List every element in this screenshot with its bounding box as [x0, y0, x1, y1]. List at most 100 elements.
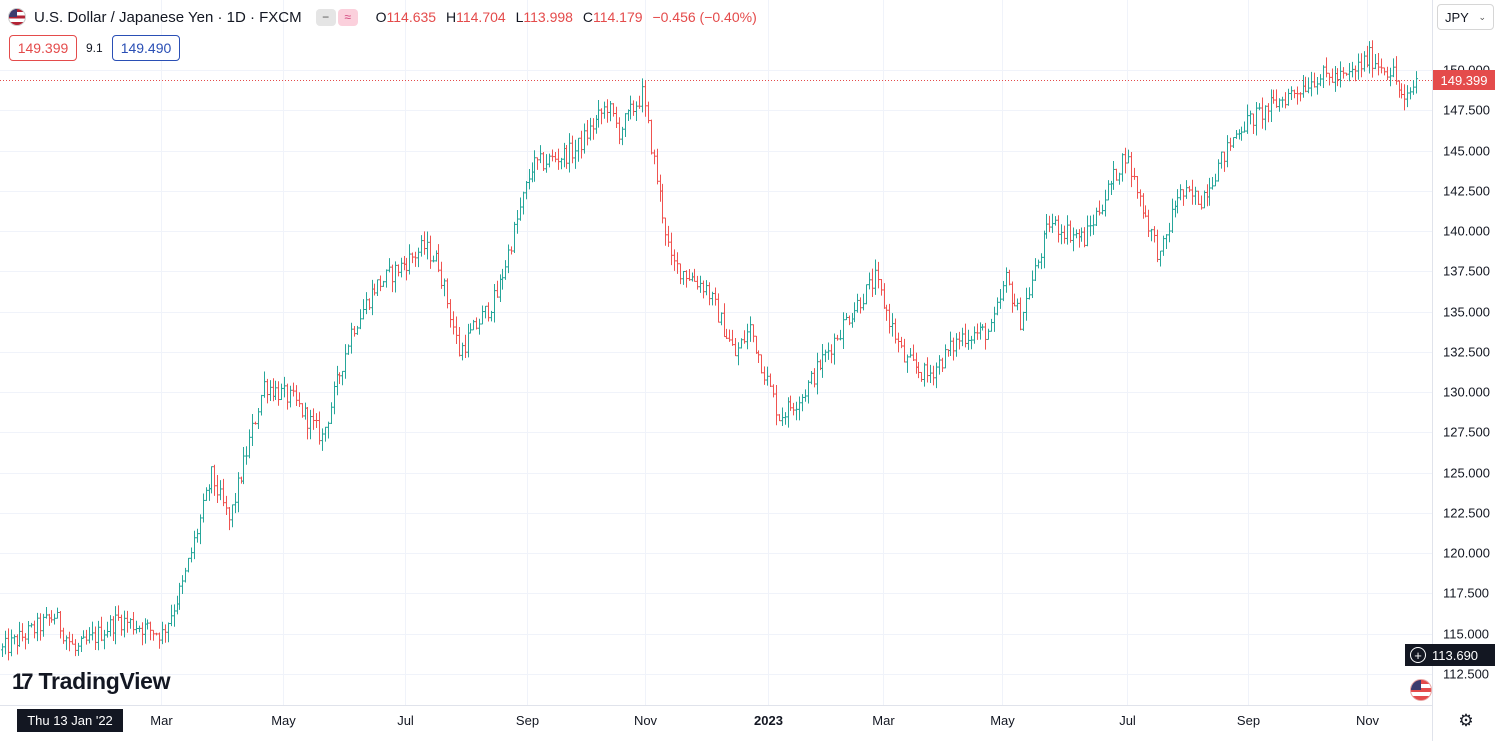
ohlc-bar	[973, 326, 976, 344]
ohlc-bar	[7, 628, 10, 661]
ohlc-bar	[464, 334, 467, 359]
ohlc-bar	[368, 298, 371, 310]
currency-selector[interactable]: JPY ⌄	[1437, 4, 1494, 30]
ohlc-bar	[827, 342, 830, 360]
ohlc-bar	[178, 582, 181, 610]
ohlc-bar	[676, 252, 679, 274]
ohlc-bar	[146, 619, 149, 630]
ohlc-bar	[82, 630, 85, 639]
ohlc-bar	[970, 335, 973, 350]
ohlc-bar	[1403, 84, 1406, 111]
ohlc-bar	[231, 504, 234, 528]
ohlc-bar	[1066, 215, 1069, 245]
ohlc-bar	[216, 475, 219, 503]
ohlc-bar	[557, 148, 560, 170]
ohlc-bar	[749, 316, 752, 342]
ohlc-bar	[242, 447, 245, 485]
ohlc-bar	[1037, 259, 1040, 269]
ohlc-bar	[298, 392, 301, 407]
ohlc-bar	[757, 350, 760, 364]
ohlc-bar	[324, 426, 327, 442]
ohlc-bar	[341, 370, 344, 386]
time-tick-label: Jul	[397, 713, 414, 728]
time-tick-label: Nov	[634, 713, 658, 728]
price-tick-label: 112.500	[1443, 667, 1489, 682]
ohlc-bar	[917, 362, 920, 379]
ohlc-bar	[821, 343, 824, 378]
spread-value: 9.1	[86, 41, 103, 55]
ohlc-bar	[187, 557, 190, 573]
ohlc-bar	[257, 407, 260, 430]
ohlc-bar	[539, 145, 542, 164]
ohlc-bar	[45, 607, 48, 619]
low-value: 113.998	[523, 9, 573, 25]
price-tick-label: 135.000	[1443, 305, 1490, 320]
ohlc-bar	[981, 324, 984, 331]
ohlc-bar	[423, 231, 426, 255]
ohlc-bar	[932, 365, 935, 386]
ohlc-bar	[752, 324, 755, 343]
ohlc-bar	[1162, 235, 1165, 256]
ohlc-bar	[1130, 152, 1133, 188]
ohlc-bar	[1313, 72, 1316, 88]
ohlc-bar	[138, 625, 141, 633]
ohlc-bar	[272, 378, 275, 402]
ohlc-bar	[627, 109, 630, 121]
ohlc-bar	[685, 270, 688, 288]
ohlc-bar	[615, 106, 618, 128]
open-value: 114.635	[386, 9, 437, 25]
add-alert-icon[interactable]: +	[1410, 647, 1426, 663]
compare-pill-icon[interactable]: ≈	[337, 8, 358, 26]
ohlc-bar	[804, 389, 807, 402]
ohlc-bar	[327, 421, 330, 439]
ohlc-bar	[862, 293, 865, 311]
ohlc-bar	[775, 385, 778, 426]
ohlc-bar	[13, 634, 16, 645]
sell-price-button[interactable]: 149.399	[9, 35, 77, 61]
ohlc-bar	[880, 278, 883, 296]
ohlc-bar	[1354, 65, 1357, 82]
ohlc-bar	[664, 217, 667, 246]
ohlc-bar	[219, 480, 222, 501]
buy-price-button[interactable]: 149.490	[112, 35, 180, 61]
tradingview-logo[interactable]: 17 TradingView	[12, 668, 171, 695]
ohlc-bar	[373, 283, 376, 296]
ohlc-bar	[1328, 72, 1331, 86]
ohlc-bar	[929, 364, 932, 384]
ohlc-bar	[848, 315, 851, 326]
ohlc-bar	[158, 632, 161, 649]
price-axis-labels: 112.500 115.000 117.500 120.000 122.500 125.0…	[1443, 63, 1490, 682]
settings-gear-icon[interactable]: ⚙	[1458, 711, 1474, 730]
ohlc-bar	[1040, 253, 1043, 270]
ohlc-bar	[1310, 71, 1313, 97]
ohlc-bar	[1278, 98, 1281, 112]
ohlc-bar	[1107, 180, 1110, 201]
us-events-flag-icon[interactable]	[1410, 679, 1432, 701]
ohlc-bar	[609, 100, 612, 122]
ohlc-bar	[1240, 126, 1243, 141]
ohlc-bar	[1211, 176, 1214, 190]
ohlc-bar	[362, 299, 365, 320]
ohlc-bar	[1235, 130, 1238, 139]
ohlc-bar	[237, 472, 240, 513]
ohlc-bar	[635, 101, 638, 121]
ohlc-bar	[1194, 186, 1197, 205]
ohlc-bar	[382, 280, 385, 287]
ohlc-bar	[667, 225, 670, 247]
last-price-label: 149.399	[1433, 70, 1495, 90]
ohlc-bar	[1366, 45, 1369, 68]
ohlc-bar	[338, 372, 341, 384]
ohlc-bar	[1083, 227, 1086, 248]
symbol-title[interactable]: U.S. Dollar / Japanese Yen · 1D · FXCM	[34, 8, 302, 26]
ohlc-bar	[1025, 287, 1028, 321]
ohlc-bar	[461, 342, 464, 361]
ohlc-bar	[1238, 129, 1241, 140]
ohlc-bar	[1214, 173, 1217, 187]
ohlc-bar	[906, 354, 909, 373]
collapse-pill-icon[interactable]: −	[315, 8, 336, 26]
ohlc-bar	[1171, 198, 1174, 234]
ohlc-bar	[1133, 167, 1136, 180]
ohlc-bar	[440, 261, 443, 289]
ohlc-bar	[1019, 297, 1022, 331]
